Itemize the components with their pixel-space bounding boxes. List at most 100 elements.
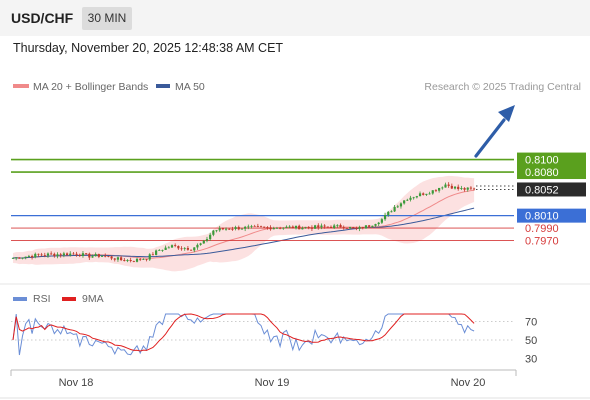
candle-body (78, 254, 81, 256)
target-arrow (474, 105, 515, 158)
candle-body (438, 187, 441, 191)
target-arrow-shaft (474, 118, 506, 158)
candle-body (282, 227, 285, 229)
candle-body (457, 186, 460, 190)
candle-body (253, 225, 256, 227)
rsi-ma-legend-swatch (62, 297, 76, 301)
candle-body (85, 253, 88, 255)
candle-body (215, 230, 218, 232)
candle-body (97, 254, 100, 257)
candle-body (434, 190, 438, 192)
candle-body (348, 227, 352, 229)
level-label-0.8080: 0.8080 (525, 167, 559, 179)
level-label-0.8010: 0.8010 (525, 211, 559, 223)
candle-body (158, 250, 161, 251)
candle-body (107, 256, 110, 257)
candle-body (266, 227, 269, 228)
candle-body (466, 187, 469, 190)
candle-body (342, 227, 345, 229)
level-label-0.7970: 0.7970 (525, 236, 559, 248)
candle-body (224, 228, 228, 230)
level-badge-0.8080 (517, 165, 586, 180)
candle-body (189, 249, 193, 251)
x-tick-label: Nov 18 (59, 377, 94, 389)
candle-body (279, 228, 282, 229)
candle-body (396, 206, 399, 208)
timeframe-badge[interactable]: 30 MIN (82, 7, 132, 30)
candle-body (473, 188, 476, 190)
candle-body (272, 228, 275, 230)
candle-body (104, 255, 107, 257)
candle-body (139, 258, 142, 260)
candle-body (425, 193, 428, 195)
candle-body (72, 253, 75, 255)
candle-body (126, 260, 129, 262)
candle-body (212, 230, 215, 235)
ma50-legend-label: MA 50 (175, 81, 205, 93)
candle-body (129, 260, 132, 261)
candle-body (218, 228, 221, 231)
candle-body (40, 254, 43, 256)
rsi-legend-swatch (13, 297, 27, 301)
candle-body (377, 222, 380, 225)
candle-body (24, 256, 27, 258)
candle-body (113, 258, 116, 260)
candle-body (11, 258, 15, 259)
candle-body (91, 256, 94, 258)
candle-body (317, 225, 320, 228)
candle-body (412, 197, 415, 199)
candle-body (69, 253, 72, 256)
candle-body (345, 228, 348, 229)
candle-body (37, 253, 40, 255)
candle-body (285, 226, 288, 228)
rsi-legend-label: RSI (33, 293, 51, 305)
bollinger-fill (13, 175, 475, 272)
candle-body (94, 254, 97, 257)
candle-body (247, 226, 250, 228)
level-badge-0.8010 (517, 208, 586, 223)
rsi-ma-legend-label: 9MA (82, 293, 104, 305)
candle-body (326, 226, 329, 228)
candle-body (453, 186, 457, 189)
candle-body (259, 226, 263, 228)
x-tick-label: Nov 19 (255, 377, 290, 389)
candle-body (336, 224, 339, 226)
current-price-label: 0.8052 (525, 184, 559, 196)
candle-body (145, 259, 148, 260)
candle-body (450, 185, 453, 189)
candle-body (161, 249, 164, 251)
candle-body (205, 239, 209, 241)
candle-body (199, 243, 202, 245)
candle-body (310, 227, 314, 229)
candle-body (406, 199, 409, 201)
rsi-ma-line (12, 313, 475, 352)
candle-body (110, 256, 113, 259)
candle-body (418, 193, 422, 197)
candle-body (167, 247, 170, 249)
candle-body (170, 245, 174, 248)
ma20-legend-label: MA 20 + Bollinger Bands (33, 81, 148, 93)
candle-body (81, 253, 85, 256)
candle-body (250, 225, 253, 227)
candle-body (120, 257, 123, 261)
candle-body (390, 211, 393, 213)
candle-body (234, 227, 237, 230)
level-label-0.7990: 0.7990 (525, 223, 559, 235)
candle-body (88, 253, 91, 258)
candle-body (301, 227, 304, 230)
candle-body (135, 258, 139, 262)
timestamp: Thursday, November 20, 2025 12:48:38 AM … (13, 41, 284, 55)
candle-body (240, 228, 244, 230)
candle-body (164, 247, 167, 250)
candle-body (314, 225, 317, 229)
ma50-legend-swatch (156, 84, 170, 88)
candle-body (202, 240, 205, 244)
candle-body (288, 226, 291, 228)
candle-body (221, 228, 224, 230)
candle-body (269, 227, 272, 230)
candle-body (329, 226, 333, 229)
candle-body (177, 246, 180, 249)
candle-body (148, 254, 151, 260)
candle-body (422, 193, 425, 195)
candle-body (155, 250, 158, 255)
